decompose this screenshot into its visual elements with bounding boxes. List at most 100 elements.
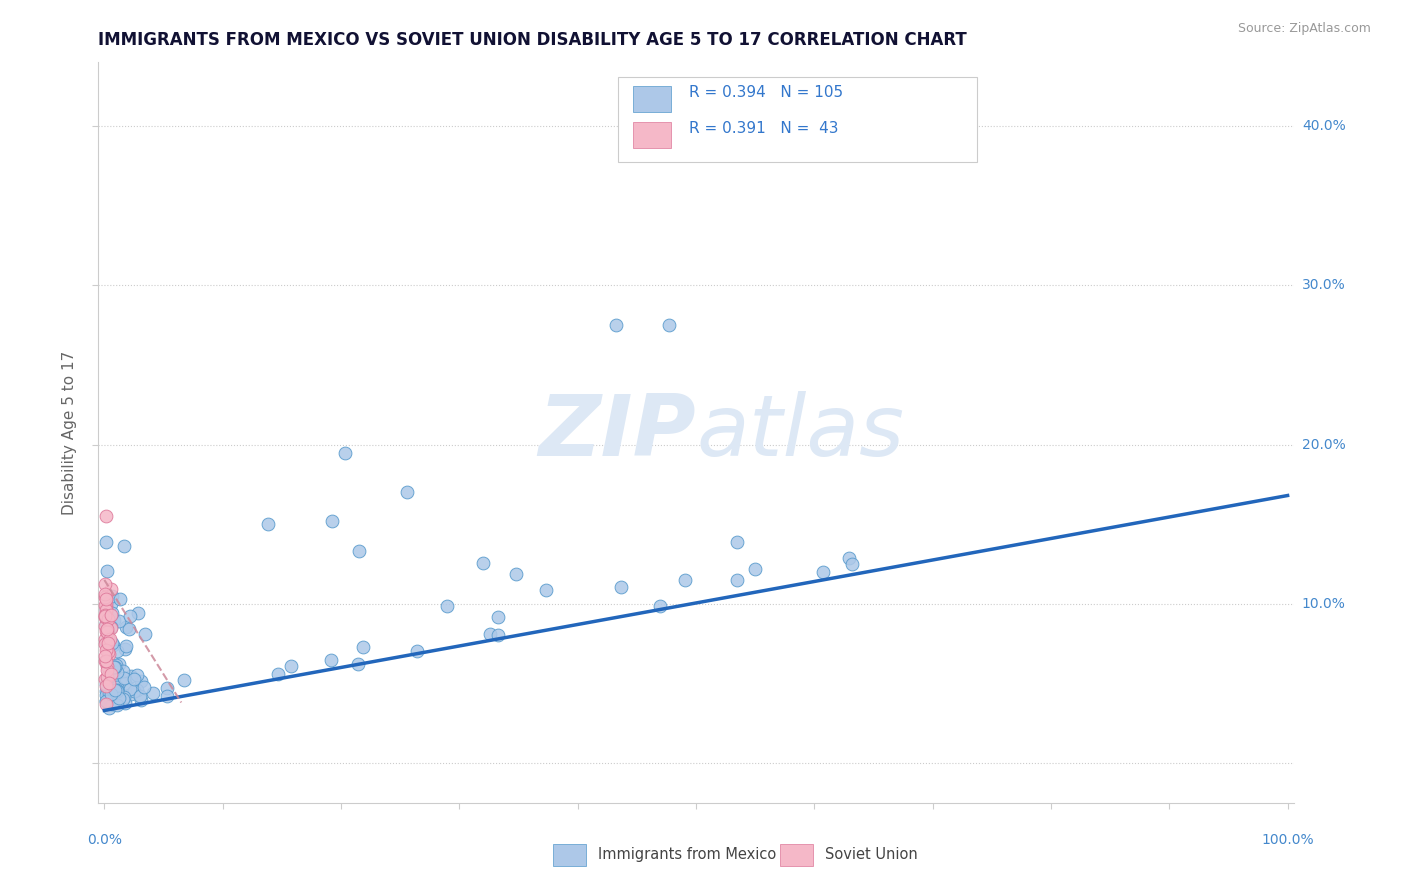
Text: 20.0%: 20.0% (1302, 438, 1346, 451)
Point (97, 647, 120, 661)
Point (97, 701, 120, 715)
Text: 100.0%: 100.0% (1261, 833, 1315, 847)
Point (94, 609, 117, 624)
Point (100, 620, 122, 634)
Text: 40.0%: 40.0% (1302, 120, 1346, 133)
Point (112, 664, 135, 678)
Point (94, 688, 117, 702)
Point (658, 318, 681, 333)
Point (107, 690, 129, 705)
Point (124, 684, 146, 698)
Point (100, 589, 122, 603)
Point (94, 605, 117, 619)
Point (94, 616, 117, 631)
Point (132, 680, 155, 694)
Point (436, 599, 458, 614)
Point (96, 603, 118, 617)
Point (94, 599, 117, 614)
Point (94, 609, 117, 624)
Text: R = 0.394   N = 105: R = 0.394 N = 105 (689, 86, 844, 100)
Point (105, 682, 128, 697)
Point (112, 690, 135, 704)
Point (405, 644, 427, 658)
Point (96, 623, 118, 637)
Point (673, 574, 696, 588)
Text: atlas: atlas (696, 391, 904, 475)
Point (94, 597, 117, 611)
Point (94, 635, 117, 649)
Point (114, 696, 136, 710)
Point (101, 667, 124, 681)
Point (104, 690, 127, 704)
Point (101, 638, 124, 652)
Point (108, 673, 131, 688)
Point (319, 653, 342, 667)
Point (127, 606, 149, 620)
Point (96, 670, 118, 684)
Point (129, 692, 152, 706)
Point (100, 697, 122, 711)
Point (100, 667, 122, 681)
Point (94, 643, 117, 657)
Point (97, 644, 120, 658)
Point (114, 642, 136, 657)
Point (648, 599, 671, 614)
Point (94, 586, 117, 600)
Point (96, 658, 118, 673)
Point (101, 606, 124, 620)
Point (100, 597, 122, 611)
Point (155, 689, 177, 703)
Point (98, 695, 121, 709)
Point (505, 566, 527, 581)
Point (266, 667, 288, 681)
Point (94, 607, 117, 622)
FancyBboxPatch shape (633, 86, 671, 112)
Point (129, 673, 152, 688)
Point (134, 627, 156, 641)
Point (94, 637, 117, 651)
Point (811, 565, 834, 579)
Point (108, 657, 131, 671)
Point (111, 691, 134, 706)
Point (94, 654, 117, 668)
Point (96, 624, 118, 639)
Point (105, 684, 128, 698)
Point (105, 698, 128, 712)
Point (173, 673, 195, 687)
Point (837, 550, 859, 565)
Point (103, 613, 125, 627)
Point (100, 621, 122, 635)
Point (118, 622, 141, 636)
Point (125, 682, 148, 697)
Point (471, 556, 494, 570)
Point (94, 654, 117, 668)
FancyBboxPatch shape (619, 78, 977, 162)
Point (96, 602, 118, 616)
Point (97, 631, 120, 645)
Point (94, 694, 117, 708)
Point (94, 632, 117, 647)
Point (114, 676, 136, 690)
Point (100, 636, 122, 650)
Text: 0.0%: 0.0% (87, 833, 122, 847)
Point (115, 620, 138, 634)
Point (105, 644, 128, 658)
Point (486, 628, 509, 642)
Point (94, 698, 117, 712)
Text: Soviet Union: Soviet Union (825, 847, 918, 863)
Point (103, 687, 125, 701)
Point (94, 619, 117, 633)
Point (97, 686, 120, 700)
Point (94, 672, 117, 686)
Point (96, 663, 118, 677)
FancyBboxPatch shape (633, 121, 671, 147)
Point (610, 580, 633, 594)
Point (335, 445, 357, 459)
Point (103, 686, 125, 700)
Point (97, 665, 120, 680)
Point (94, 535, 117, 549)
Point (104, 682, 127, 697)
Point (96, 625, 118, 640)
Point (118, 682, 141, 697)
Point (142, 686, 165, 700)
